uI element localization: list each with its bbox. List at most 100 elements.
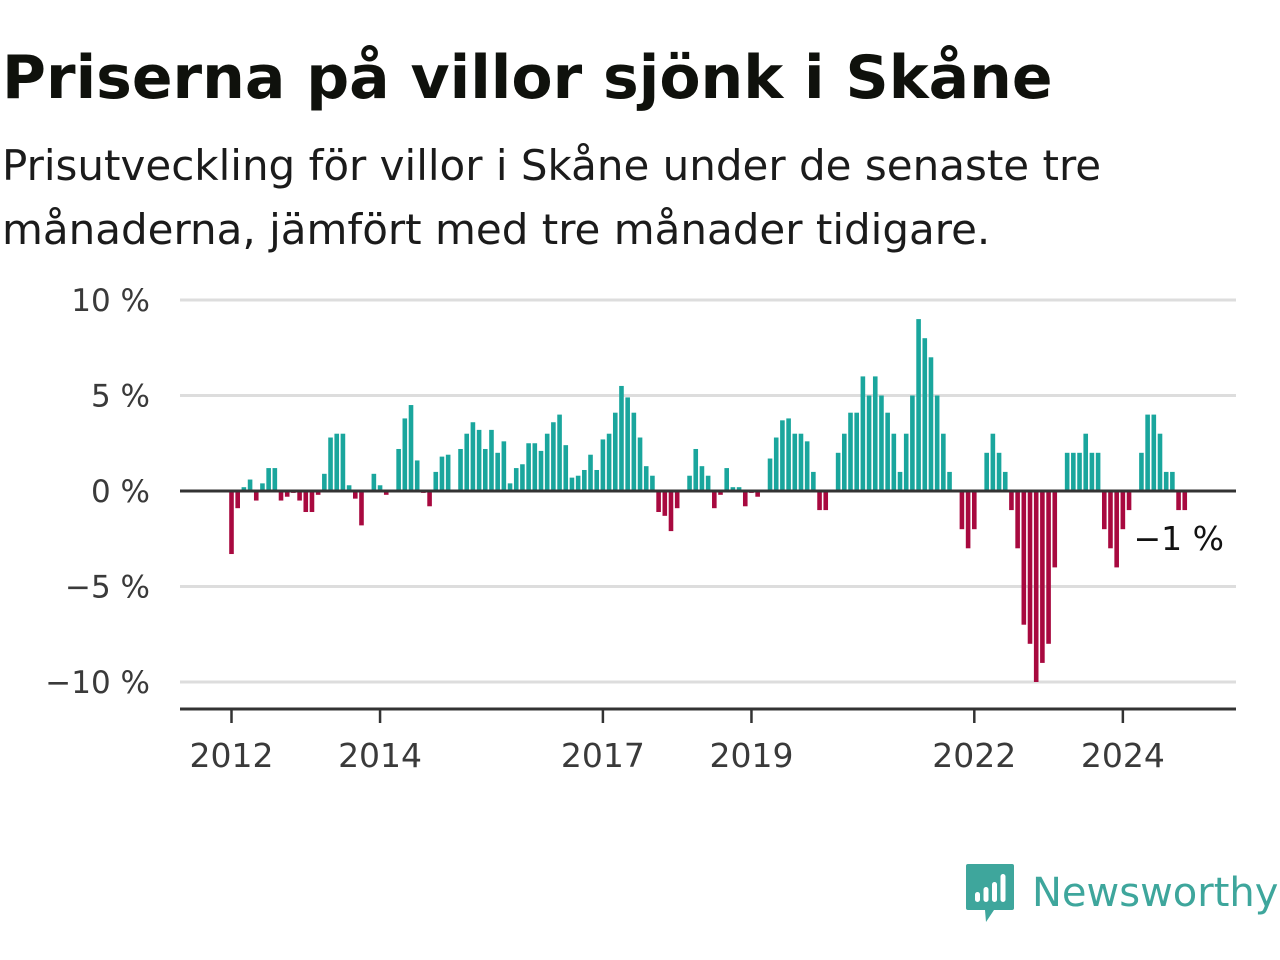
y-tick-label: −5 %: [65, 570, 150, 606]
x-tick-label: 2014: [338, 736, 422, 775]
bar: [340, 433, 346, 491]
bar: [860, 376, 866, 491]
bar: [1120, 491, 1126, 530]
bar: [637, 437, 643, 491]
bar-series: [229, 319, 1188, 682]
bar: [464, 433, 470, 491]
bar: [798, 433, 804, 491]
x-tick-label: 2017: [561, 736, 645, 775]
bar: [965, 491, 971, 549]
bar: [1126, 491, 1132, 511]
bar: [662, 491, 668, 516]
bar: [383, 491, 389, 495]
bar: [371, 473, 377, 491]
x-tick-label: 2022: [932, 736, 1016, 775]
bar: [569, 477, 575, 491]
bar: [885, 412, 890, 491]
bar: [427, 491, 432, 507]
bar: [1151, 414, 1157, 491]
axes: [180, 489, 1236, 723]
bar: [266, 468, 271, 491]
bar: [897, 471, 903, 491]
bar: [402, 418, 408, 491]
bar: [755, 491, 760, 497]
bar: [804, 441, 810, 491]
bar: [1015, 491, 1020, 549]
bar: [538, 450, 544, 491]
bar: [842, 433, 847, 491]
bar: [353, 491, 358, 499]
bar: [928, 357, 934, 491]
bar: [742, 491, 748, 507]
bar: [1002, 471, 1008, 491]
latest-value-annotation: −1 %: [1134, 519, 1225, 558]
bar: [854, 412, 859, 491]
bar: [879, 395, 884, 491]
bar: [1108, 491, 1113, 549]
bar: [563, 445, 569, 491]
bar: [278, 491, 284, 501]
bar: [229, 491, 234, 555]
bar: [241, 487, 247, 491]
bar: [582, 469, 587, 491]
bar: [476, 429, 482, 491]
bar: [792, 433, 798, 491]
bar: [328, 437, 333, 491]
bar: [1071, 452, 1076, 491]
bar: [309, 491, 315, 513]
bar: [315, 491, 321, 495]
bar: [984, 452, 989, 491]
bar: [445, 454, 451, 491]
bar: [1095, 452, 1101, 491]
bar: [724, 468, 729, 491]
bar: [458, 448, 463, 491]
bar: [835, 452, 841, 491]
bar: [1009, 491, 1014, 511]
bar: [941, 433, 946, 491]
bar: [1114, 491, 1119, 568]
bar-chart: 10 % 5 % 0 % −5 % −10 % 2012 2014 2017 2019 2022 2…: [45, 283, 1236, 775]
bar: [495, 452, 500, 491]
bar: [1040, 491, 1045, 663]
bar: [594, 469, 600, 491]
bar: [526, 443, 531, 491]
newsworthy-logo: Newsworthy: [964, 862, 1278, 924]
bar: [501, 441, 507, 491]
bar: [650, 475, 655, 491]
bar: [1089, 452, 1095, 491]
y-tick-label: 0 %: [91, 474, 150, 510]
bar: [557, 414, 562, 491]
bar: [1052, 491, 1058, 568]
bar: [934, 395, 940, 491]
bar: [247, 479, 253, 491]
bar: [272, 468, 278, 491]
bar: [520, 464, 525, 491]
bar: [947, 471, 952, 491]
bar: [1139, 452, 1144, 491]
bar: [1077, 452, 1082, 491]
bar: [433, 471, 439, 491]
bar: [1170, 471, 1175, 491]
bar: [910, 395, 915, 491]
x-tick-label: 2012: [190, 736, 274, 775]
bar: [866, 395, 872, 491]
bar: [1046, 491, 1051, 644]
bar: [780, 420, 785, 491]
bar: [297, 491, 302, 501]
bar: [786, 418, 791, 491]
bar: [922, 338, 928, 491]
bar: [668, 491, 674, 532]
bar: [736, 487, 742, 491]
bar: [1021, 491, 1027, 625]
bar: [996, 452, 1002, 491]
bar: [606, 433, 612, 491]
bar: [260, 483, 265, 491]
y-tick-label: 5 %: [91, 379, 150, 415]
bar: [532, 443, 538, 491]
bar-chart-speech-bubble-icon: [966, 864, 1014, 922]
bar: [489, 429, 494, 491]
bar: [656, 491, 661, 513]
bar: [1064, 452, 1070, 491]
bar: [253, 491, 259, 501]
bar: [811, 471, 816, 491]
